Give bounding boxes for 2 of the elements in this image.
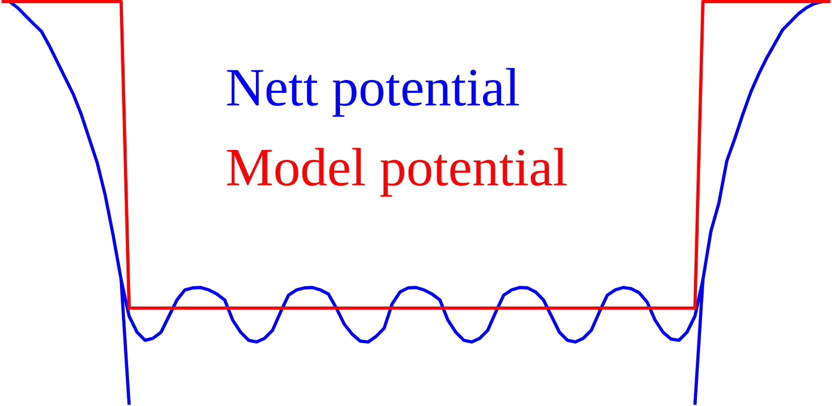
series-label: Model potential (227, 148, 567, 196)
text: Nett potential (227, 68, 519, 117)
